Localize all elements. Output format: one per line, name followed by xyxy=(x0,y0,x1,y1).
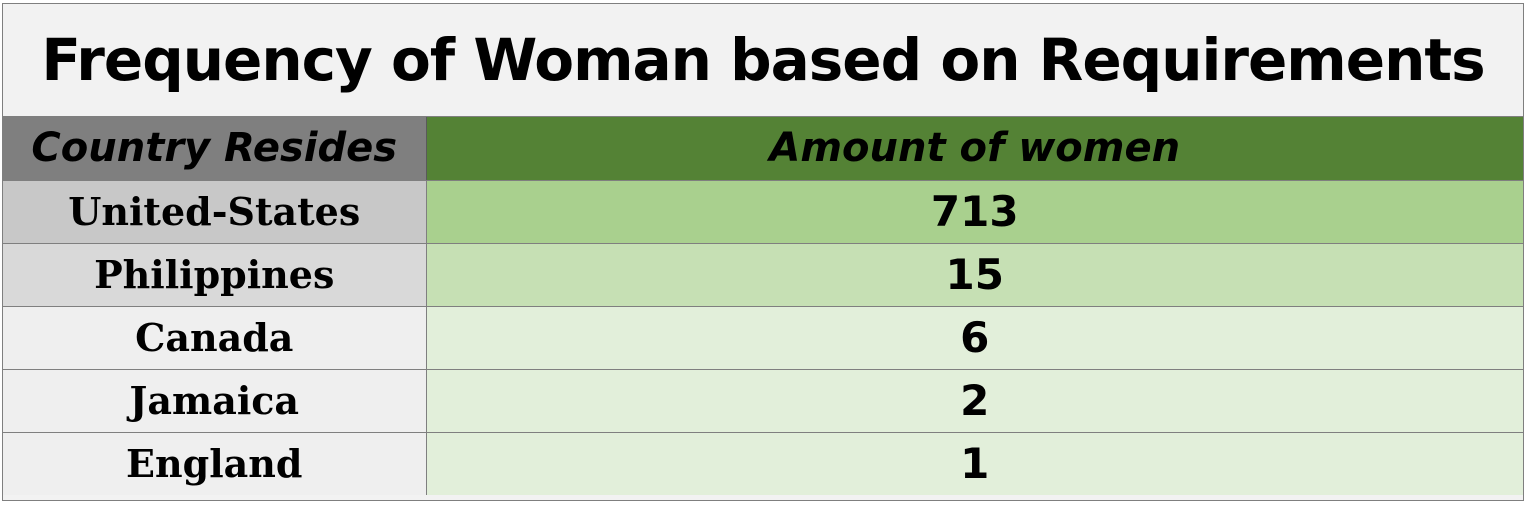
frequency-table: Country Resides Amount of women United-S… xyxy=(3,117,1523,495)
country-cell: Canada xyxy=(3,306,427,370)
table-row: Philippines 15 xyxy=(3,243,1523,307)
table-row: Canada 6 xyxy=(3,306,1523,370)
country-cell: England xyxy=(3,432,427,495)
amount-cell: 6 xyxy=(426,306,1523,370)
table-row: England 1 xyxy=(3,432,1523,495)
table-row: United-States 713 xyxy=(3,180,1523,244)
table-frame: Frequency of Woman based on Requirements… xyxy=(2,3,1524,501)
amount-cell: 2 xyxy=(426,369,1523,433)
column-header-country: Country Resides xyxy=(3,117,427,181)
amount-cell: 15 xyxy=(426,243,1523,307)
amount-cell: 1 xyxy=(426,432,1523,495)
country-cell: Philippines xyxy=(3,243,427,307)
country-cell: Jamaica xyxy=(3,369,427,433)
column-header-amount: Amount of women xyxy=(426,117,1523,181)
table-row: Jamaica 2 xyxy=(3,369,1523,433)
header-row: Country Resides Amount of women xyxy=(3,117,1523,181)
amount-cell: 713 xyxy=(426,180,1523,244)
title-bar: Frequency of Woman based on Requirements xyxy=(3,4,1523,117)
country-cell: United-States xyxy=(3,180,427,244)
table-title: Frequency of Woman based on Requirements xyxy=(41,26,1485,94)
